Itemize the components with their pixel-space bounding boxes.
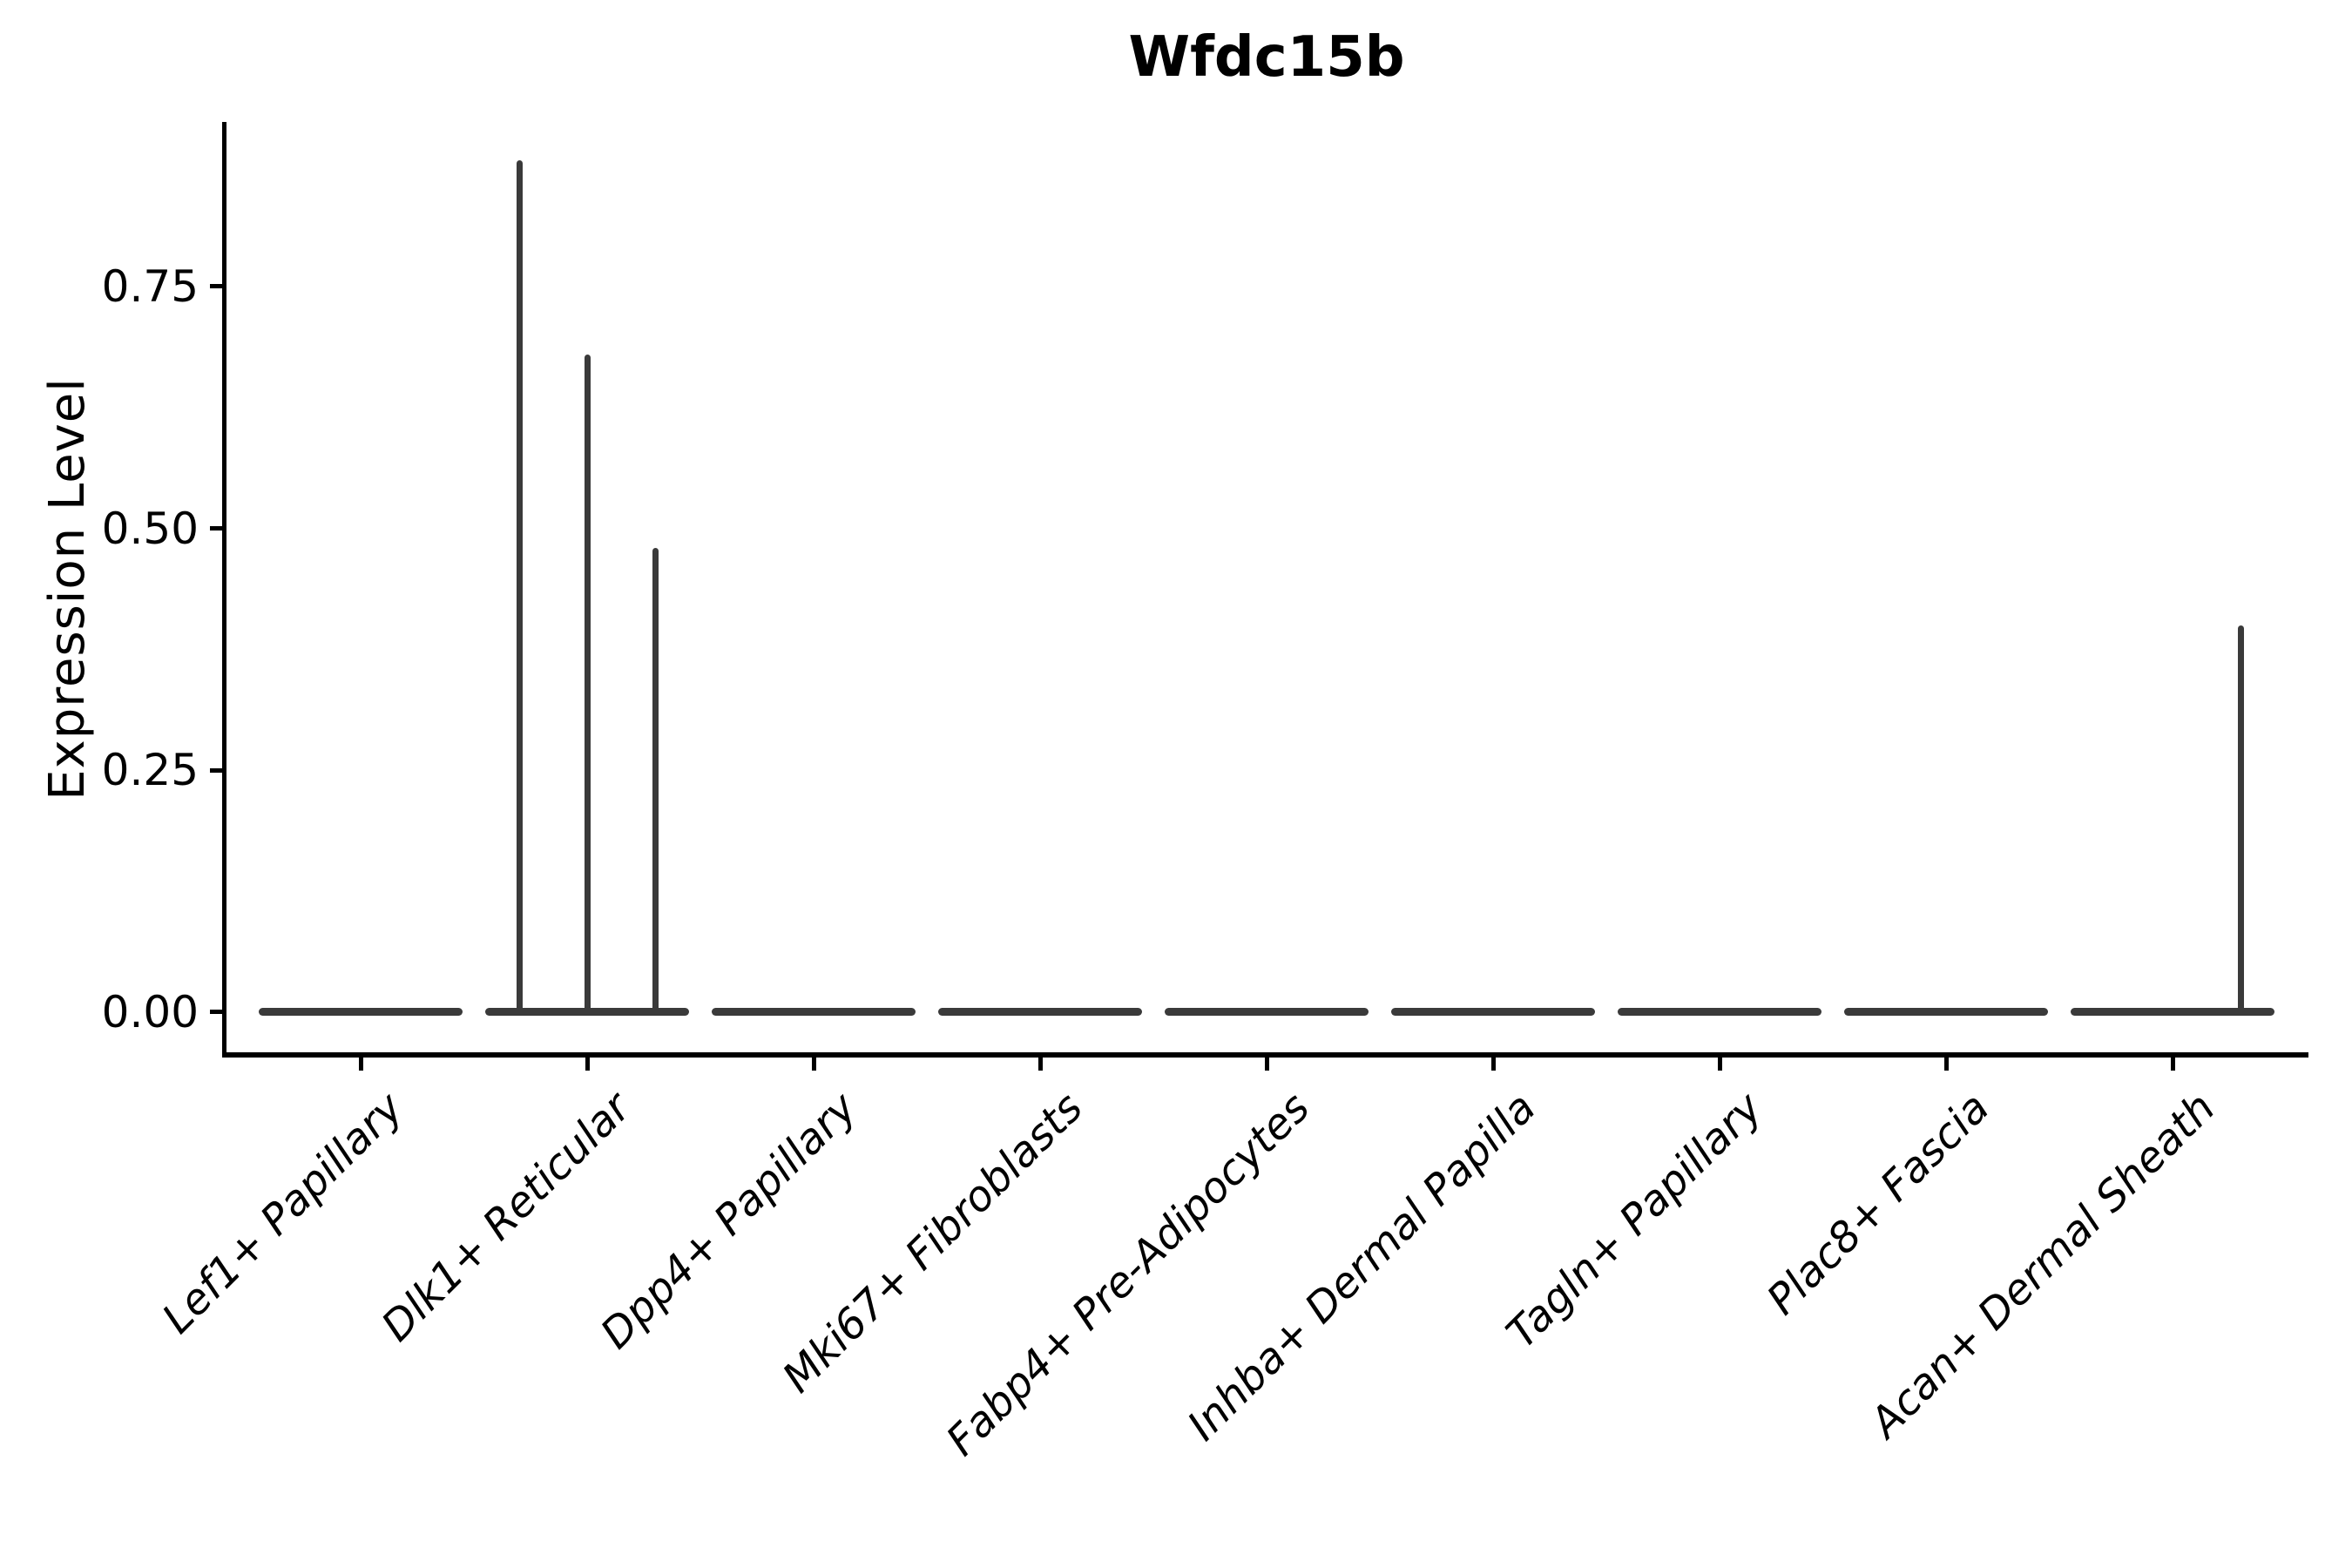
plot-title: Wfdc15b bbox=[1128, 25, 1405, 90]
violin-spike bbox=[516, 160, 523, 1012]
violin-base bbox=[1844, 1008, 2048, 1017]
x-tick bbox=[2170, 1057, 2175, 1071]
y-tick-label: 0.25 bbox=[101, 745, 199, 796]
y-axis-title: Expression Level bbox=[39, 377, 96, 801]
x-tick-label: Plac8+ Fascia bbox=[1757, 1083, 1999, 1325]
x-tick bbox=[811, 1057, 816, 1071]
violin-base bbox=[259, 1008, 463, 1017]
x-tick-label: Dlk1+ Reticular bbox=[371, 1083, 640, 1351]
violin-spike bbox=[652, 547, 659, 1012]
violin-spike bbox=[2237, 625, 2244, 1012]
x-tick bbox=[585, 1057, 590, 1071]
x-tick bbox=[358, 1057, 363, 1071]
x-tick-label: Fabp4+ Pre-Adipocytes bbox=[936, 1083, 1320, 1466]
violin-base bbox=[938, 1008, 1142, 1017]
x-tick bbox=[1490, 1057, 1496, 1071]
x-tick-label: Tagln+ Papillary bbox=[1497, 1083, 1773, 1358]
x-tick bbox=[1264, 1057, 1269, 1071]
x-tick bbox=[1943, 1057, 1949, 1071]
x-tick bbox=[1037, 1057, 1043, 1071]
y-tick-label: 0.50 bbox=[101, 503, 199, 554]
x-tick bbox=[1717, 1057, 1722, 1071]
violin-base bbox=[1391, 1008, 1595, 1017]
violin-base bbox=[1165, 1008, 1369, 1017]
y-tick bbox=[210, 526, 225, 531]
y-tick bbox=[210, 1010, 225, 1015]
violin-base bbox=[2071, 1008, 2274, 1017]
violin-base bbox=[712, 1008, 916, 1017]
y-tick-label: 0.00 bbox=[101, 986, 199, 1037]
violin-base bbox=[485, 1008, 689, 1017]
y-tick bbox=[210, 767, 225, 773]
violin-spike bbox=[584, 354, 591, 1012]
violin-base bbox=[1618, 1008, 1821, 1017]
y-axis-spine bbox=[222, 122, 226, 1057]
x-axis-spine bbox=[222, 1052, 2308, 1058]
y-tick-label: 0.75 bbox=[101, 260, 199, 312]
x-tick-label: Lef1+ Papillary bbox=[153, 1083, 414, 1343]
y-tick bbox=[210, 284, 225, 289]
